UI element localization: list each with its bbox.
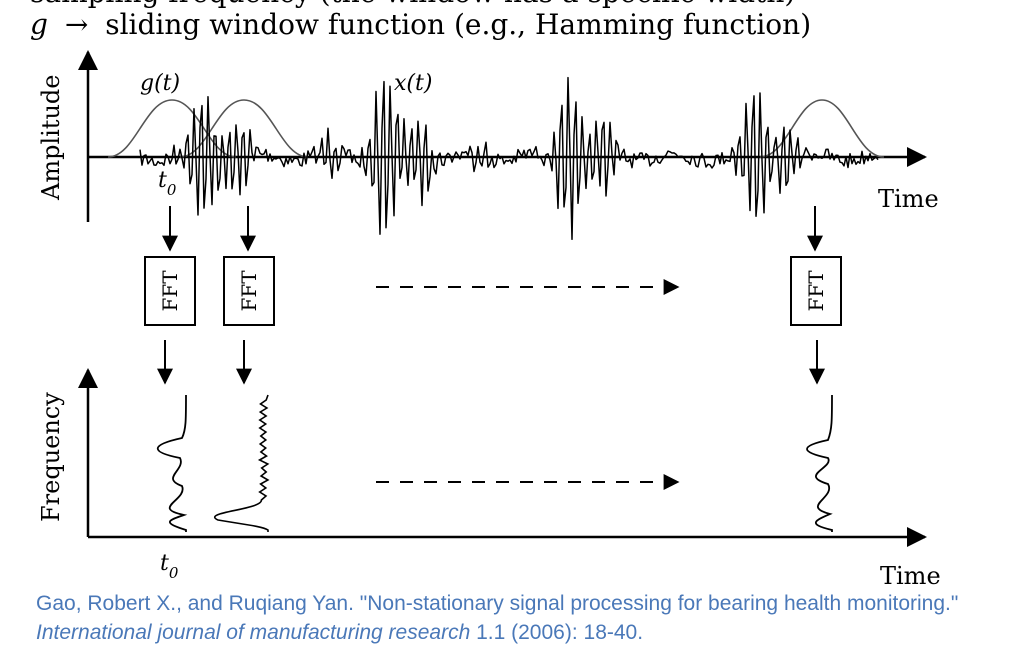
svg-text:FFT: FFT [804,270,828,312]
svg-text:FFT: FFT [158,270,182,312]
fft-box-3: FFT [790,256,842,326]
bottom-t0-label: t0 [160,551,179,582]
signal-waveform [139,76,879,241]
header-variable: g [30,8,48,41]
citation-journal: International journal of manufacturing r… [36,621,471,644]
bottom-time-label: Time [880,562,941,590]
signal-label: x(t) [394,71,432,96]
fft-box-2: FFT [223,256,275,326]
window-curve-1 [107,99,237,158]
header-description: sliding window function (e.g., Hamming f… [105,8,811,41]
citation-details: 1.1 (2006): 18-40. [476,621,644,644]
bottom-t0-subscript: 0 [169,564,179,582]
frequency-label: Frequency [37,392,65,522]
window-curve-3 [759,99,885,158]
window-curve-2 [179,99,309,158]
amplitude-label: Amplitude [37,75,65,201]
citation: Gao, Robert X., and Ruqiang Yan. "Non-st… [36,589,996,647]
window-label: g(t) [140,71,180,96]
fft-box-1: FFT [144,256,196,326]
top-time-label: Time [878,185,939,213]
svg-text:FFT: FFT [237,270,261,312]
top-t0-subscript: 0 [167,181,177,199]
header-arrow: → [65,8,88,41]
spectrum-3 [806,394,833,532]
top-t0-label: t0 [158,168,177,199]
header-line: g → sliding window function (e.g., Hammi… [30,8,811,41]
citation-authors-title: Gao, Robert X., and Ruqiang Yan. "Non-st… [36,592,959,615]
spectrum-1 [157,394,188,532]
spectrum-2 [214,394,270,532]
header-partial-line: sampling frequency (the window has a spe… [30,0,795,9]
